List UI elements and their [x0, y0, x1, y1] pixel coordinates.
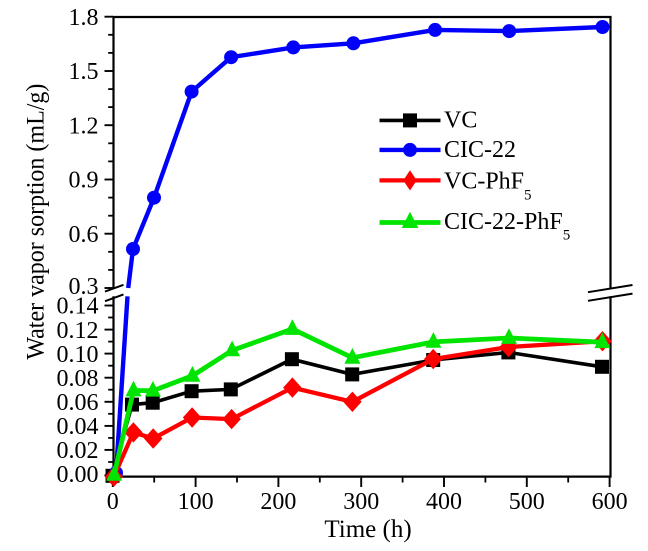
svg-text:CIC-22: CIC-22 — [444, 137, 516, 163]
svg-text:0.9: 0.9 — [69, 168, 99, 194]
svg-text:0.04: 0.04 — [57, 414, 99, 440]
svg-text:0.6: 0.6 — [69, 222, 99, 248]
svg-text:0.02: 0.02 — [57, 438, 99, 464]
svg-text:200: 200 — [260, 489, 296, 515]
svg-text:1.2: 1.2 — [69, 113, 99, 139]
svg-text:0.3: 0.3 — [69, 274, 99, 300]
svg-text:Time (h): Time (h) — [324, 516, 411, 543]
svg-text:400: 400 — [426, 489, 462, 515]
svg-text:0.08: 0.08 — [57, 366, 99, 392]
svg-text:0.12: 0.12 — [57, 318, 99, 344]
svg-text:0.14: 0.14 — [57, 294, 99, 320]
svg-text:500: 500 — [509, 489, 545, 515]
svg-text:300: 300 — [343, 489, 379, 515]
svg-text:0.10: 0.10 — [57, 342, 99, 368]
svg-text:1.5: 1.5 — [69, 59, 99, 85]
svg-text:0.06: 0.06 — [57, 390, 99, 416]
svg-text:Water vapor sorption (mL/g): Water vapor sorption (mL/g) — [23, 84, 50, 360]
svg-text:VC: VC — [444, 108, 477, 134]
svg-text:1.8: 1.8 — [69, 5, 99, 31]
svg-text:100: 100 — [178, 489, 214, 515]
svg-text:0: 0 — [107, 489, 119, 515]
svg-text:0.00: 0.00 — [57, 462, 99, 488]
svg-text:600: 600 — [592, 489, 628, 515]
